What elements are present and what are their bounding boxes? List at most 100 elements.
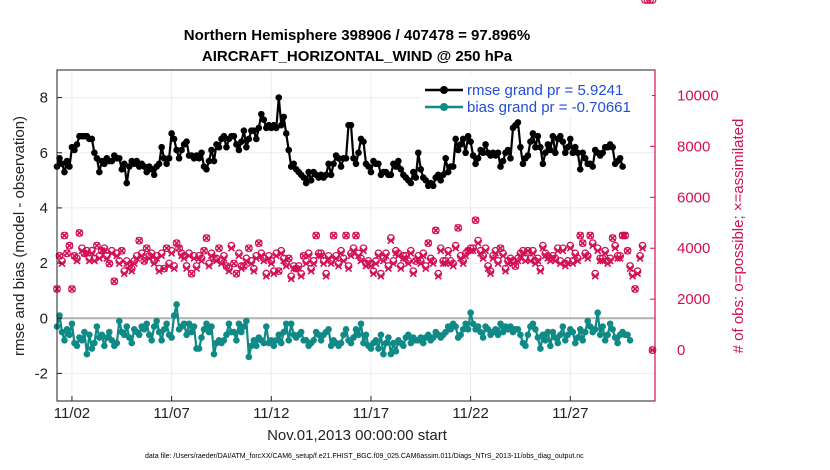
rmse-point — [307, 177, 315, 184]
bias-point — [223, 331, 230, 339]
bias-point — [183, 331, 190, 339]
bias-point — [367, 345, 375, 352]
bias-point — [86, 331, 93, 339]
rmse-point — [275, 94, 283, 101]
obs-assimilated-marker — [180, 254, 188, 262]
obs-possible-marker — [68, 285, 76, 293]
rmse-point — [494, 149, 502, 157]
obs-assimilated-marker — [377, 272, 385, 280]
obs-assimilated-marker — [93, 242, 101, 250]
bias-point — [113, 339, 121, 347]
obs-assimilated-marker — [454, 224, 462, 232]
obs-assimilated-marker — [569, 259, 577, 268]
bias-point — [58, 328, 66, 336]
x-tick-label: 11/07 — [153, 405, 189, 422]
bias-point — [250, 337, 258, 344]
obs-assimilated-marker — [434, 272, 442, 280]
obs-possible-marker — [431, 226, 440, 235]
obs-assimilated-marker — [158, 252, 166, 260]
rmse-point — [529, 130, 537, 137]
obs-assimilated-marker — [449, 262, 457, 270]
obs-assimilated-marker — [115, 259, 123, 268]
obs-assimilated-marker — [609, 234, 617, 242]
bias-point — [534, 334, 542, 341]
rmse-point — [120, 160, 128, 168]
y-tick-label: 4 — [40, 200, 48, 217]
rmse-point — [524, 152, 532, 159]
rmse-point — [479, 149, 487, 157]
bias-point — [128, 339, 136, 347]
bias-point — [464, 325, 472, 333]
bias-point — [494, 331, 502, 339]
rmse-point — [63, 157, 71, 165]
rmse-point — [178, 146, 185, 154]
obs-possible-marker — [641, 0, 649, 4]
obs-possible-marker — [454, 223, 463, 232]
bias-point — [340, 331, 347, 339]
bias-point — [447, 325, 454, 333]
rmse-point — [609, 143, 616, 151]
rmse-point — [557, 132, 564, 140]
chart-subtitle: AIRCRAFT_HORIZONTAL_WIND @ 250 hPa — [202, 48, 513, 65]
rmse-point — [253, 135, 260, 143]
legend: rmse grand pr = 5.9241 bias grand pr = -… — [420, 75, 652, 117]
rmse-point — [407, 179, 415, 187]
obs-assimilated-marker — [327, 259, 335, 268]
obs-assimilated-marker — [143, 244, 151, 252]
bias-point — [170, 312, 178, 319]
bias-point — [203, 320, 210, 328]
bias-point — [407, 339, 415, 347]
rmse-point — [497, 163, 504, 170]
obs-possible-marker — [621, 231, 629, 240]
obs-possible-marker — [284, 254, 293, 263]
obs-possible-marker — [608, 234, 617, 242]
rmse-point — [240, 127, 248, 134]
rmse-point — [542, 149, 549, 157]
bias-point — [238, 328, 245, 336]
obs-assimilated-marker — [429, 259, 437, 268]
y-axis-label: rmse and bias (model - observation) — [11, 116, 28, 356]
rmse-point — [422, 177, 430, 184]
bias-point — [280, 328, 288, 336]
rmse-point — [285, 146, 293, 154]
obs-assimilated-marker — [486, 270, 495, 278]
bias-point — [272, 337, 280, 344]
rmse-series — [53, 94, 626, 190]
obs-assimilated-marker — [250, 267, 258, 275]
obs-assimilated-marker — [344, 265, 353, 273]
rmse-point — [467, 138, 474, 146]
x-tick-label: 11/22 — [452, 405, 488, 422]
obs-assimilated-marker — [282, 262, 290, 270]
bias-point — [230, 328, 238, 336]
obs-assimilated-marker — [205, 262, 213, 270]
bias-point — [120, 331, 128, 339]
obs-possible-marker — [63, 249, 71, 258]
rmse-point — [73, 141, 81, 148]
data-file-footer: data file: /Users/raeder/DAI/ATM_forcXX/… — [145, 453, 584, 460]
bias-point — [390, 339, 397, 347]
bias-point — [168, 334, 175, 341]
rmse-point — [272, 124, 280, 132]
x-tick-label: 11/27 — [552, 405, 588, 422]
bias-point — [542, 337, 549, 344]
rmse-point — [88, 135, 96, 143]
rmse-point — [412, 174, 420, 181]
bias-point — [327, 342, 335, 350]
x-tick-label: 11/12 — [253, 405, 289, 422]
obs-assimilated-marker — [579, 239, 587, 247]
bias-point — [429, 334, 437, 341]
rmse-point — [148, 166, 155, 173]
obs-assimilated-marker — [474, 239, 482, 247]
rmse-point — [571, 143, 579, 151]
obs-possible-marker — [215, 244, 223, 253]
obs-assimilated-marker — [285, 254, 293, 262]
bias-point — [263, 323, 270, 330]
obs-possible-marker — [274, 267, 283, 276]
bias-point — [150, 323, 158, 330]
bias-point — [576, 325, 584, 333]
rmse-point — [562, 149, 569, 157]
y-right-tick-label: 0 — [677, 342, 685, 359]
rmse-point — [250, 127, 258, 134]
rmse-point — [414, 149, 422, 157]
rmse-point — [91, 149, 98, 157]
